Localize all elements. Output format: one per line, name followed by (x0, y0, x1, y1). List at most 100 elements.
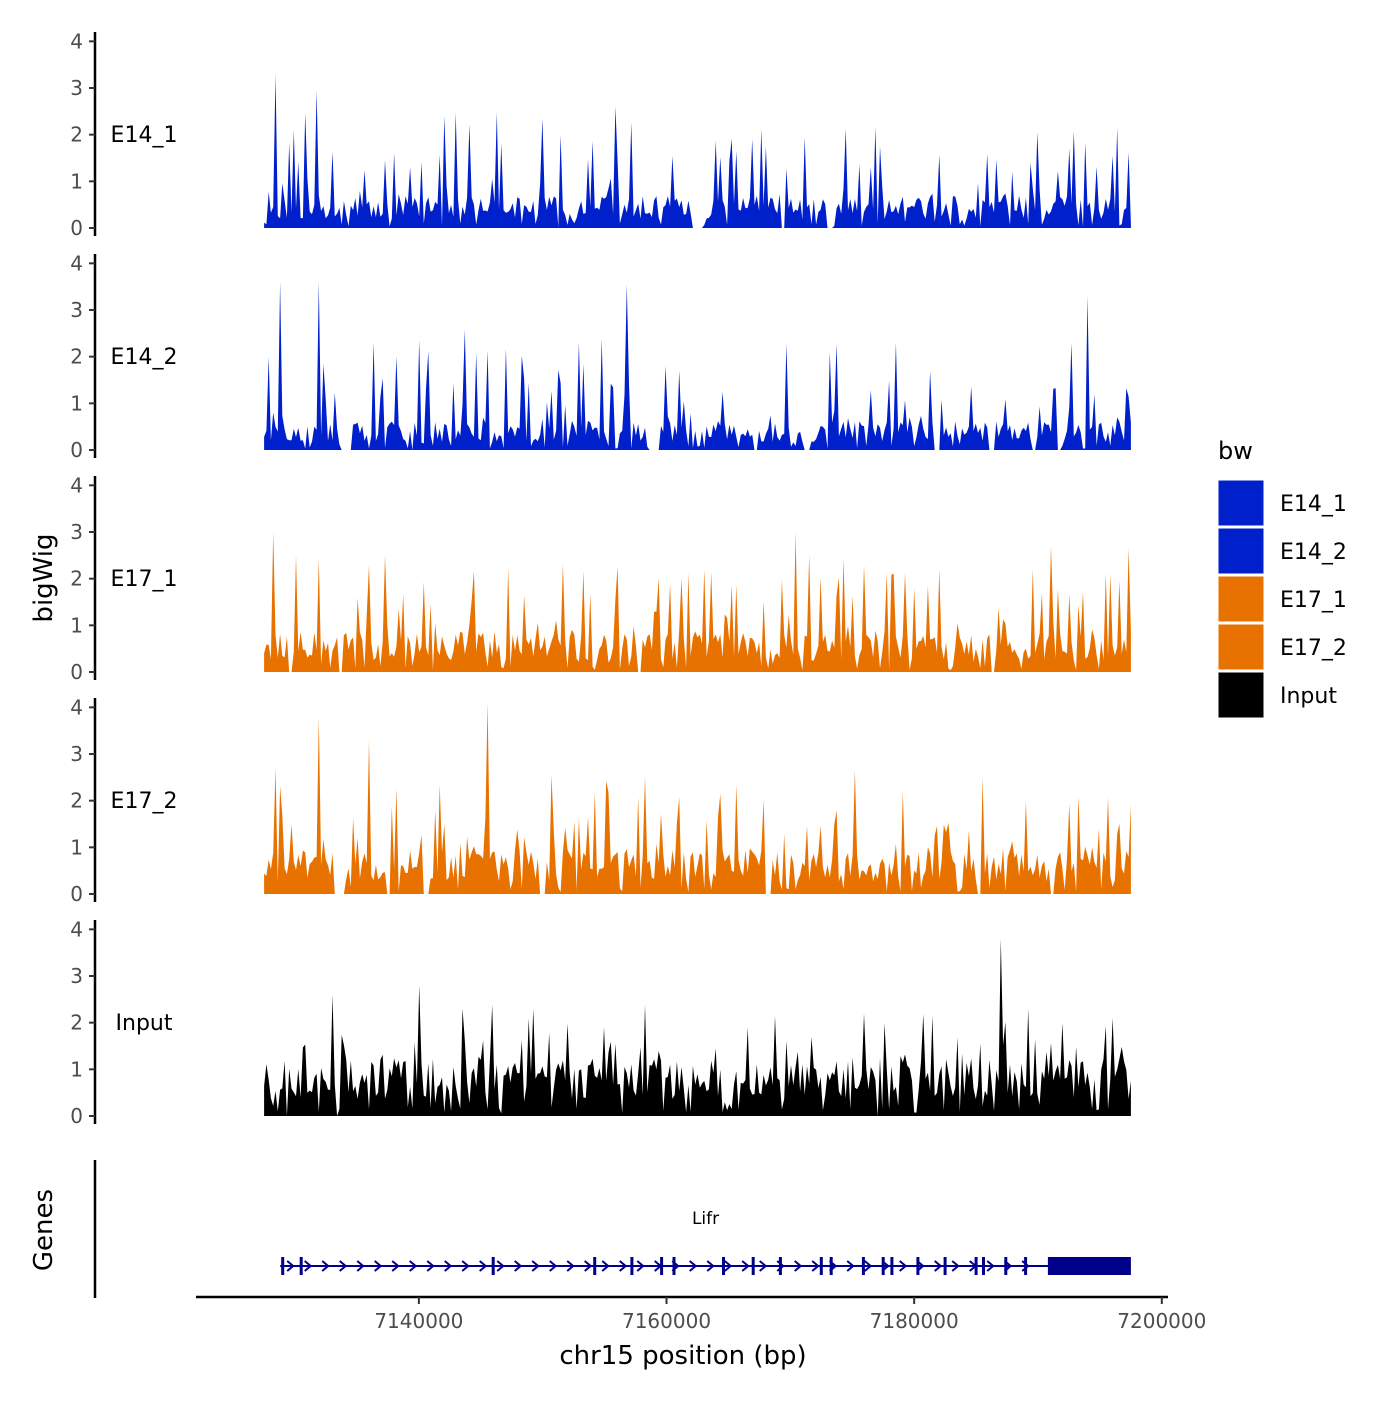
legend-entry: E14_1 (1280, 492, 1347, 517)
y-tick-label: 3 (70, 76, 83, 100)
x-axis: 7140000 7160000 7180000 7200000 (196, 1295, 1206, 1333)
strand-arrow (706, 1260, 715, 1272)
strand-arrow (304, 1260, 313, 1272)
y-tick-label: 1 (70, 391, 83, 415)
coverage-area (264, 938, 1131, 1116)
strand-arrow (514, 1260, 523, 1272)
gene-exon (982, 1257, 985, 1275)
y-tick-label: 0 (70, 438, 83, 462)
track-E14_2: 0 1 2 3 4 E14_2 (70, 251, 1131, 462)
strand-arrow (864, 1260, 873, 1272)
gene-exon (491, 1257, 495, 1275)
strand-arrow (794, 1260, 803, 1272)
gene-exon (861, 1257, 865, 1275)
gene-exon (593, 1257, 597, 1275)
y-tick-label: 2 (70, 345, 83, 369)
y-tick-label: 1 (70, 169, 83, 193)
strand-arrow (391, 1260, 400, 1272)
x-axis-title: chr15 position (bp) (559, 1341, 806, 1371)
strand-arrow (339, 1260, 348, 1272)
y-tick-label: 2 (70, 123, 83, 147)
y-tick-label: 2 (70, 567, 83, 591)
gene-exon (916, 1257, 920, 1275)
coverage-area (264, 282, 1131, 450)
gene-exon (943, 1257, 947, 1275)
gene-exon (299, 1257, 303, 1275)
legend-swatch (1217, 527, 1265, 575)
legend-swatch (1217, 671, 1265, 719)
y-tick-label: 4 (70, 695, 83, 719)
track-label: Input (116, 1011, 173, 1036)
strand-arrow (951, 1260, 960, 1272)
y-tick-label: 0 (70, 882, 83, 906)
x-tick-label: 7180000 (870, 1309, 959, 1333)
gene-exon (881, 1257, 885, 1275)
y-tick-label: 3 (70, 298, 83, 322)
y-tick-label: 3 (70, 742, 83, 766)
strand-arrow (286, 1260, 295, 1272)
strand-arrow (461, 1260, 470, 1272)
track-E17_1: 0 1 2 3 4 E17_1 (70, 473, 1131, 684)
strand-arrow (759, 1260, 768, 1272)
gene-exon (660, 1257, 664, 1275)
track-Input: 0 1 2 3 4 Input (70, 917, 1131, 1128)
legend-swatch (1217, 479, 1265, 527)
strand-arrow (899, 1260, 908, 1272)
gene-exon (751, 1257, 755, 1275)
y-tick-label: 1 (70, 613, 83, 637)
strand-arrow (409, 1260, 418, 1272)
y-tick-label: 2 (70, 789, 83, 813)
gene-exon (829, 1257, 833, 1275)
x-tick-label: 7140000 (374, 1309, 463, 1333)
strand-arrow (619, 1260, 628, 1272)
strand-arrow (566, 1260, 575, 1272)
strand-arrow (986, 1260, 995, 1272)
x-tick-label: 7200000 (1117, 1309, 1206, 1333)
gene-exon (281, 1257, 285, 1275)
y-tick-label: 1 (70, 835, 83, 859)
y-tick-label: 1 (70, 1057, 83, 1081)
strand-arrow (321, 1260, 330, 1272)
legend-entry: Input (1280, 684, 1337, 709)
tracks: 0 1 2 3 4 E14_1 0 1 2 3 4 E14_2 0 1 2 3 4 E17_1 0 1 2 3 4 E17_2… (70, 29, 1131, 1128)
legend-swatch (1217, 623, 1265, 671)
coverage-area (264, 74, 1131, 228)
y-axis-title: bigWig (29, 533, 59, 622)
legend-entry: E17_2 (1280, 636, 1347, 661)
strand-arrow (356, 1260, 365, 1272)
strand-arrow (444, 1260, 453, 1272)
strand-arrow (636, 1260, 645, 1272)
gene-block (1047, 1257, 1131, 1275)
track-label: E14_2 (111, 345, 178, 370)
strand-arrow (811, 1260, 820, 1272)
strand-arrow (549, 1260, 558, 1272)
gene-exon (890, 1257, 894, 1275)
strand-arrow (846, 1260, 855, 1272)
legend: bw E14_1 E14_2 E17_1 E17_2 Input (1217, 437, 1347, 719)
strand-arrow (531, 1260, 540, 1272)
strand-arrow (584, 1260, 593, 1272)
gene-exon (819, 1257, 823, 1275)
track-label: E14_1 (111, 123, 178, 148)
track-E17_2: 0 1 2 3 4 E17_2 (70, 695, 1131, 906)
y-tick-label: 4 (70, 251, 83, 275)
gene-label: Lifr (692, 1209, 719, 1229)
legend-title: bw (1218, 437, 1253, 465)
coverage-area (264, 702, 1131, 894)
legend-entry: E14_2 (1280, 540, 1347, 565)
legend-entry: E17_1 (1280, 588, 1347, 613)
y-tick-label: 3 (70, 520, 83, 544)
track-label: E17_2 (111, 789, 178, 814)
strand-arrow (724, 1260, 733, 1272)
gene-panel: Lifr (93, 1160, 1131, 1298)
y-tick-label: 2 (70, 1011, 83, 1035)
y-tick-label: 0 (70, 216, 83, 240)
track-label: E17_1 (111, 567, 178, 592)
legend-swatch (1217, 575, 1265, 623)
y-tick-label: 4 (70, 917, 83, 941)
coverage-area (264, 532, 1131, 672)
strand-arrow (479, 1260, 488, 1272)
strand-arrow (689, 1260, 698, 1272)
y-tick-label: 4 (70, 473, 83, 497)
